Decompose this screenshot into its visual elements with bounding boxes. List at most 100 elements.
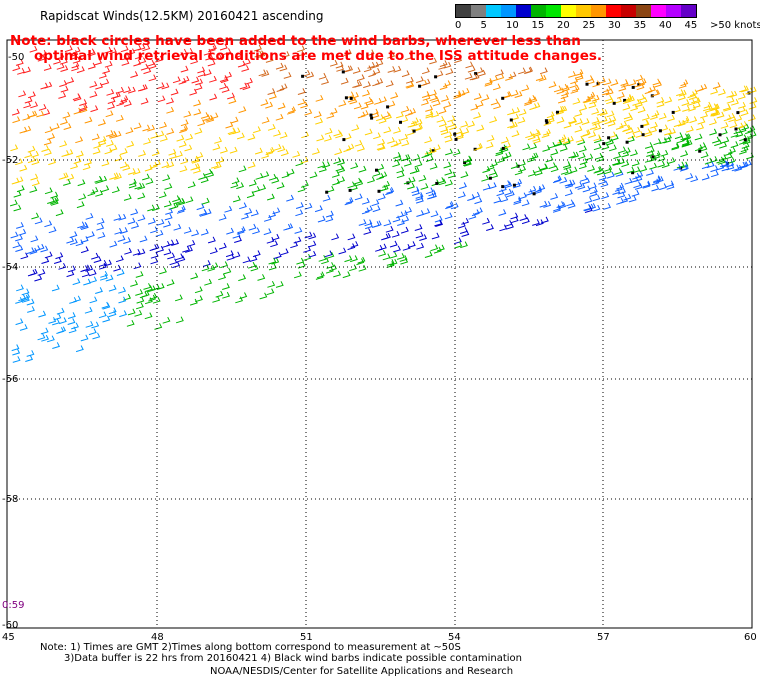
wind-barb xyxy=(344,255,353,263)
wind-barb xyxy=(102,67,111,74)
wind-barb xyxy=(591,107,600,115)
wind-barb xyxy=(85,320,94,328)
wind-barb xyxy=(425,155,434,162)
wind-barb xyxy=(393,152,402,159)
wind-barb xyxy=(190,57,199,65)
legend-swatch xyxy=(606,5,621,17)
wind-barb xyxy=(740,109,749,117)
wind-barb xyxy=(265,101,274,109)
wind-barb xyxy=(126,140,135,148)
wind-barb xyxy=(137,214,146,222)
wind-barb xyxy=(321,78,330,85)
wind-barb xyxy=(453,92,462,99)
wind-barb xyxy=(16,222,24,229)
wind-barb xyxy=(678,81,687,89)
wind-barb xyxy=(308,250,317,258)
wind-barb xyxy=(154,323,163,330)
wind-barb xyxy=(255,172,264,180)
wind-barb xyxy=(460,241,468,249)
wind-barb xyxy=(559,176,568,184)
wind-barb xyxy=(521,217,530,225)
wind-barb xyxy=(127,308,136,316)
wind-barb xyxy=(406,81,415,89)
wind-barb xyxy=(613,152,622,160)
wind-barb xyxy=(67,265,76,273)
wind-barb xyxy=(503,91,512,98)
wind-barb xyxy=(694,133,703,141)
wind-barb xyxy=(376,163,385,171)
wind-barb xyxy=(738,101,746,109)
wind-barb xyxy=(219,43,228,51)
wind-barb xyxy=(18,294,27,302)
wind-barb xyxy=(685,125,694,133)
wind-barb xyxy=(219,82,228,90)
wind-barb xyxy=(79,99,88,106)
wind-barb xyxy=(710,108,719,116)
wind-barb xyxy=(304,108,313,116)
wind-barb xyxy=(604,94,613,102)
wind-barb xyxy=(378,249,387,257)
wind-barb xyxy=(151,283,160,291)
wind-barb xyxy=(510,212,519,220)
wind-barb xyxy=(378,184,387,192)
wind-barb xyxy=(564,189,573,197)
wind-barb xyxy=(408,108,417,115)
wind-barb xyxy=(249,255,258,262)
wind-barb xyxy=(156,82,165,90)
wind-barb xyxy=(496,189,505,197)
wind-barb xyxy=(107,102,116,110)
wind-barb xyxy=(19,324,28,331)
wind-barb xyxy=(596,168,605,176)
legend-label: 40 xyxy=(659,20,672,31)
wind-barb xyxy=(98,71,107,79)
wind-barb xyxy=(637,94,646,102)
wind-barb xyxy=(83,278,92,286)
wind-barb xyxy=(285,223,294,231)
wind-barb xyxy=(371,111,380,119)
wind-barb xyxy=(144,164,153,172)
contamination-marker xyxy=(631,171,635,175)
wind-barb xyxy=(577,152,586,160)
wind-barb xyxy=(295,202,304,209)
wind-barb xyxy=(676,161,685,169)
wind-barb xyxy=(236,227,245,235)
legend-swatch xyxy=(516,5,531,17)
wind-barb xyxy=(172,261,181,269)
wind-barb xyxy=(502,180,511,188)
wind-barb xyxy=(429,89,437,97)
wind-barb xyxy=(89,81,98,88)
wind-barbs-layer xyxy=(9,43,758,363)
wind-barb xyxy=(399,255,408,262)
wind-barb xyxy=(739,85,747,93)
wind-barb xyxy=(425,187,434,195)
wind-barb xyxy=(361,197,370,205)
wind-barb xyxy=(345,197,354,204)
contamination-marker xyxy=(341,70,345,74)
wind-barb xyxy=(206,170,215,178)
wind-barb xyxy=(247,133,256,141)
wind-barb xyxy=(44,126,53,134)
wind-barb xyxy=(387,100,396,108)
wind-barb xyxy=(134,309,143,317)
wind-barb xyxy=(490,75,499,83)
wind-barb xyxy=(527,155,536,163)
wind-barb xyxy=(618,84,627,92)
wind-barb xyxy=(692,101,701,109)
wind-barb xyxy=(403,159,412,167)
wind-barb xyxy=(43,64,52,71)
wind-barb xyxy=(40,82,49,90)
wind-barb xyxy=(701,162,710,170)
wind-barb xyxy=(495,149,504,157)
wind-barb xyxy=(109,144,118,152)
wind-barb xyxy=(475,67,484,75)
wind-barb xyxy=(343,145,352,153)
wind-barb xyxy=(518,192,527,200)
wind-barb xyxy=(469,73,478,81)
wind-barb xyxy=(527,133,536,141)
wind-barb xyxy=(73,94,82,102)
wind-barb xyxy=(621,80,630,88)
wind-barb xyxy=(529,142,538,150)
wind-barb xyxy=(498,209,507,216)
wind-barb xyxy=(358,219,367,226)
